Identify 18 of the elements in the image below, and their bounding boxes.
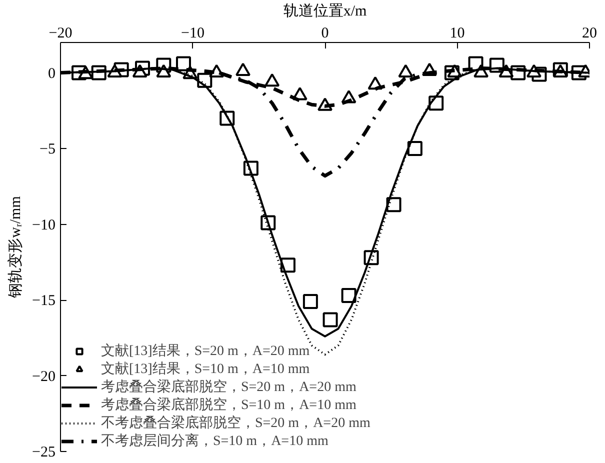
legend-label: 文献[13]结果，S=10 m，A=10 mm xyxy=(101,360,310,378)
y-axis-title: 钢轨变形wᵣ/mm xyxy=(7,196,24,299)
y-tick-label: −5 xyxy=(40,142,56,158)
x-tick-label: −10 xyxy=(181,26,204,42)
legend-label: 不考虑叠合梁底部脱空，S=20 m，A=20 mm xyxy=(101,414,370,432)
x-axis-title: 轨道位置x/m xyxy=(283,2,367,20)
y-tick-label: −25 xyxy=(32,444,56,460)
legend-label: 考虑叠合梁底部脱空，S=10 m，A=10 mm xyxy=(101,396,356,414)
y-tick-label: −20 xyxy=(32,368,56,385)
legend-label: 不考虑层间分离，S=10 m，A=10 mm xyxy=(101,432,328,450)
x-tick-label: 0 xyxy=(321,26,329,42)
x-tick-label: 10 xyxy=(450,26,465,42)
y-tick-label: −10 xyxy=(32,217,56,234)
legend-label: 考虑叠合梁底部脱空，S=20 m，A=20 mm xyxy=(101,378,356,396)
y-tick-label: 0 xyxy=(48,66,56,82)
legend-label: 文献[13]结果，S=20 m，A=20 mm xyxy=(101,342,310,360)
x-tick-label: 20 xyxy=(582,26,597,42)
y-tick-label: −15 xyxy=(32,293,56,310)
